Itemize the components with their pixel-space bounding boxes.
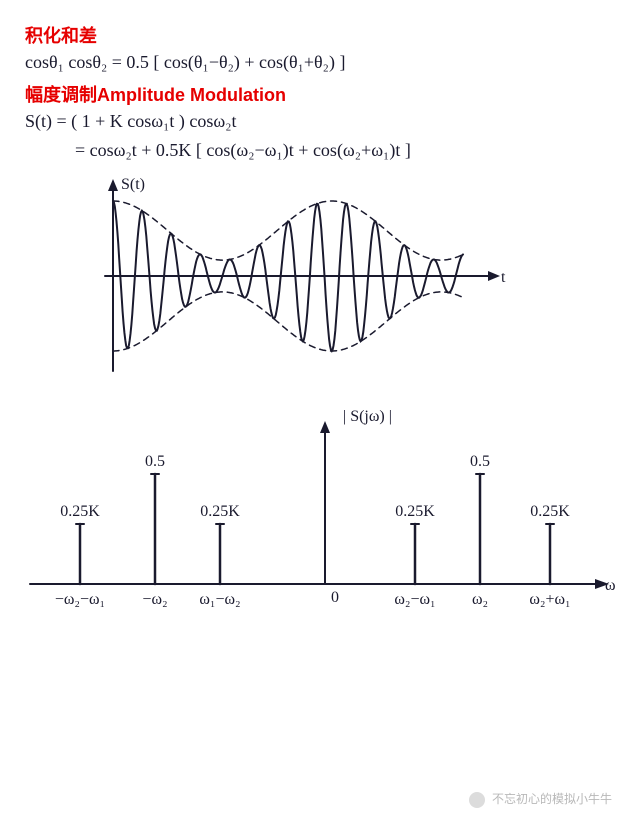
svg-text:0.5: 0.5 (145, 453, 165, 470)
formula-product-to-sum: cosθ₁ cosθ₂ = 0.5 [ cos(θ₁−θ₂) + cos(θ₁+… (25, 52, 615, 73)
formula-am-2: = cosω₂t + 0.5K [ cos(ω₂−ω₁)t + cos(ω₂+ω… (75, 140, 615, 161)
wechat-icon (469, 792, 485, 808)
svg-text:ω₁−ω₂: ω₁−ω₂ (199, 591, 240, 608)
svg-text:ω₂−ω₁: ω₂−ω₁ (394, 591, 435, 608)
svg-text:−ω₂: −ω₂ (142, 591, 167, 608)
svg-text:| S(jω) |: | S(jω) | (343, 408, 392, 425)
heading-product-to-sum: 积化和差 (25, 22, 615, 48)
formula-am-1: S(t) = ( 1 + K cosω₁t ) cosω₂t (25, 111, 615, 132)
footer-text: 不忘初心的模拟小牛牛 (492, 792, 612, 806)
svg-text:ω: ω (605, 577, 615, 594)
svg-text:0.25K: 0.25K (530, 503, 570, 520)
svg-text:0: 0 (331, 589, 339, 606)
svg-text:0.25K: 0.25K (200, 503, 240, 520)
svg-text:−ω₂−ω₁: −ω₂−ω₁ (55, 591, 105, 608)
svg-text:0.5: 0.5 (470, 453, 490, 470)
svg-text:t: t (501, 269, 506, 286)
am-spectrum-plot: | S(jω) | ω 0 0.25K −ω₂−ω₁ 0.5 −ω₂ 0.25K ω₁−ω₂ 0.… (25, 399, 615, 639)
am-time-plot: S(t) t (85, 171, 515, 381)
svg-text:S(t): S(t) (121, 176, 145, 193)
footer-credit: 不忘初心的模拟小牛牛 (469, 790, 612, 808)
svg-text:ω₂+ω₁: ω₂+ω₁ (529, 591, 570, 608)
svg-text:0.25K: 0.25K (60, 503, 100, 520)
heading-amplitude-modulation: 幅度调制Amplitude Modulation (25, 81, 615, 107)
svg-text:0.25K: 0.25K (395, 503, 435, 520)
svg-text:ω₂: ω₂ (472, 591, 488, 608)
